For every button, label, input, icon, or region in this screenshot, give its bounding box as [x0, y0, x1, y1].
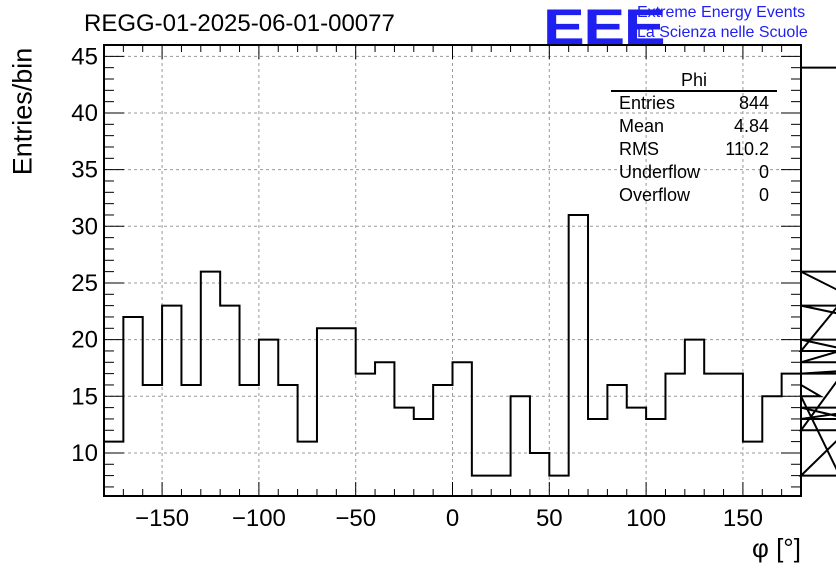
- stats-label: Overflow: [619, 185, 691, 205]
- stats-label: Entries: [619, 93, 676, 113]
- x-tick-label: 50: [536, 505, 563, 532]
- tick-labels-layer: −150 −100 −50 0 50 100 150 10 15 20 25 30 35 40 45: [71, 43, 763, 532]
- y-axis-label: Entries/bin: [7, 47, 38, 176]
- stats-box: Phi Entries 844 Mean 4.84 RMS 110.2 Unde…: [611, 68, 777, 207]
- logo-subtitle-line2: La Scienza nelle Scuole: [637, 24, 808, 41]
- chart-title: REGG-01-2025-06-01-00077: [84, 10, 395, 37]
- stats-row-entries: Entries 844: [611, 92, 777, 115]
- stats-value: 0: [758, 162, 769, 182]
- x-tick-label: −150: [135, 505, 189, 532]
- y-tick-label: 10: [71, 440, 98, 467]
- y-tick-label: 15: [71, 383, 98, 410]
- x-tick-label: 0: [446, 505, 459, 532]
- stats-label: RMS: [619, 139, 659, 159]
- y-tick-label: 40: [71, 100, 98, 127]
- x-tick-label: −50: [335, 505, 376, 532]
- stats-title: Phi: [611, 68, 777, 92]
- y-tick-label: 20: [71, 327, 98, 354]
- eee-logo: EEE: [543, 0, 666, 55]
- x-axis-label: φ [°]: [752, 533, 801, 563]
- histogram-line: [103, 66, 836, 496]
- y-tick-label: 25: [71, 270, 98, 297]
- stats-value: 110.2: [725, 139, 769, 159]
- y-tick-label: 45: [71, 43, 98, 70]
- y-tick-label: 35: [71, 157, 98, 184]
- stats-row-overflow: Overflow 0: [611, 184, 777, 207]
- stats-value: 0: [758, 185, 769, 205]
- stats-value: 844: [738, 93, 769, 113]
- stats-row-rms: RMS 110.2: [611, 138, 777, 161]
- logo-subtitle-line1: Extreme Energy Events: [637, 4, 806, 21]
- plot-frame: [103, 44, 802, 497]
- x-tick-label: −100: [232, 505, 286, 532]
- x-tick-label: 150: [723, 505, 763, 532]
- stats-value: 4.84: [733, 116, 769, 136]
- y-tick-label: 30: [71, 213, 98, 240]
- stats-row-mean: Mean 4.84: [611, 115, 777, 138]
- stats-label: Mean: [619, 116, 665, 136]
- stats-row-underflow: Underflow 0: [611, 161, 777, 184]
- stats-label: Underflow: [619, 162, 701, 182]
- ticks-layer: [103, 44, 802, 496]
- x-tick-label: 100: [626, 505, 666, 532]
